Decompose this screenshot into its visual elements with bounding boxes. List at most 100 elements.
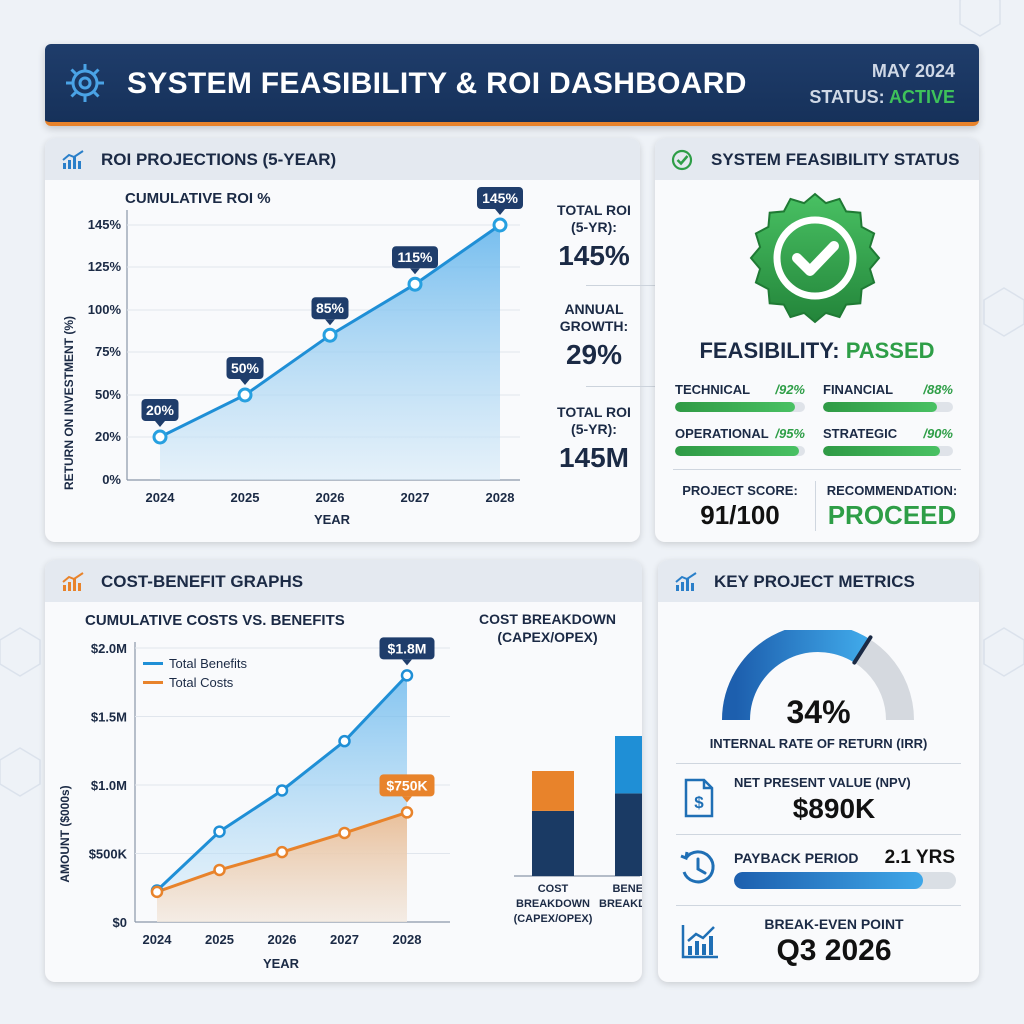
- roi-data-label: 145%: [482, 190, 518, 206]
- cb-x-tick-label: 2025: [205, 932, 234, 947]
- roi-x-tick-label: 2026: [316, 490, 345, 505]
- total-roi-label: TOTAL ROI (5-YR):: [557, 202, 631, 235]
- roi-y-tick-label: 0%: [102, 472, 121, 487]
- roi-data-label: 50%: [231, 360, 260, 376]
- roi-data-point: [407, 276, 423, 292]
- feasibility-panel-title: SYSTEM FEASIBILITY STATUS: [711, 150, 960, 169]
- divider: [815, 481, 816, 531]
- check-circle-icon: [671, 149, 693, 171]
- breakdown-category-label: BREAKDOWN: [599, 898, 642, 910]
- divider: [676, 763, 961, 764]
- costs-data-point: [150, 885, 164, 899]
- irr-value: 34%: [786, 694, 851, 730]
- roi-data-label-pointer: [410, 268, 420, 275]
- cb-x-tick-label: 2028: [393, 932, 422, 947]
- costs-end-label: $750K: [386, 777, 427, 793]
- benefits-end-label-pointer: [402, 659, 412, 666]
- roi-y-axis-label: RETURN ON INVESTMENT (%): [62, 316, 76, 490]
- project-score-label: PROJECT SCORE:: [682, 483, 798, 498]
- meter-label: FINANCIAL: [823, 382, 894, 397]
- stat-divider: [586, 386, 664, 387]
- costs-data-point: [400, 806, 414, 819]
- roi-data-label-bg: [141, 399, 179, 421]
- svg-text:$: $: [694, 793, 704, 812]
- feasibility-passed: PASSED: [845, 338, 935, 363]
- roi-data-point: [237, 387, 253, 403]
- cb-legend: Total Benefits Total Costs: [143, 656, 247, 694]
- breakdown-chart-title: COST BREAKDOWN (CAPEX/OPEX): [479, 611, 616, 645]
- document-dollar-icon: $: [684, 778, 714, 818]
- roi-panel-title: ROI PROJECTIONS (5-YEAR): [101, 150, 337, 169]
- cost-benefit-panel: COST-BENEFIT GRAPHS CUMULATIVE COSTS VS.…: [45, 560, 642, 982]
- meter-operational: OPERATIONAL/95%: [675, 426, 805, 456]
- feasibility-status-panel: SYSTEM FEASIBILITY STATUS FEASIBILITY: P…: [655, 138, 979, 542]
- breakdown-category-label: BENEFIT: [612, 883, 642, 895]
- feasibility-result: FEASIBILITY: PASSED: [655, 338, 979, 364]
- cost-benefit-line-chart: AMOUNT ($000s) YEAR $0 $500K $1.0M $1.5M $2.…: [58, 637, 450, 971]
- annual-growth-label: ANNUAL GROWTH:: [559, 301, 629, 334]
- costs-end-label-pointer: [402, 796, 412, 803]
- payback-bar-fill: [734, 872, 923, 889]
- total-roi-amount-value: 145M: [558, 442, 630, 473]
- roi-data-point: [152, 429, 168, 445]
- meter-fill: [675, 402, 795, 412]
- benefits-data-point: [213, 825, 226, 838]
- meter-track: [823, 446, 953, 456]
- costs-data-point: [338, 826, 351, 840]
- roi-data-label: 85%: [316, 300, 345, 316]
- key-metrics-panel-title: KEY PROJECT METRICS: [714, 572, 915, 591]
- stat-divider: [586, 285, 664, 286]
- gear-icon: [66, 64, 104, 102]
- divider: [676, 905, 961, 906]
- costs-end-label-bg: [379, 774, 435, 797]
- roi-x-tick-label: 2024: [146, 490, 176, 505]
- roi-data-point: [322, 327, 338, 343]
- benefits-data-point: [338, 734, 351, 748]
- roi-y-tick-label: 20%: [95, 429, 121, 444]
- cb-y-tick-label: $1.5M: [91, 710, 127, 725]
- cost-breakdown-bar-chart: COST BREAKDOWN (CAPEX/OPEX) BENEFIT BREAKDOW…: [514, 736, 642, 925]
- meter-percent: /95%: [775, 426, 805, 441]
- line-chart-icon: [62, 150, 84, 169]
- breakeven-label: BREAK-EVEN POINT: [764, 916, 904, 932]
- total-roi-stat: TOTAL ROI (5-YR): 145%: [535, 202, 653, 272]
- divider: [673, 469, 961, 470]
- gauge-fill: [722, 630, 870, 721]
- key-metrics-panel: KEY PROJECT METRICS 34% INTERNAL RATE OF…: [658, 560, 979, 982]
- cb-y-axis-label: AMOUNT ($000s): [58, 785, 72, 882]
- status-line: STATUS: ACTIVE: [809, 87, 955, 108]
- total-roi-amount-stat: TOTAL ROI (5-YR): 145M: [535, 404, 653, 474]
- roi-data-label-bg: [226, 357, 264, 379]
- recommendation-value: PROCEED: [827, 500, 957, 530]
- cb-y-tick-label: $1.0M: [91, 778, 127, 793]
- payback-value: 2.1 YRS: [884, 847, 955, 868]
- passed-seal-icon: [749, 192, 881, 324]
- line-chart-icon: [675, 572, 697, 591]
- irr-gauge: [722, 630, 914, 721]
- status-badge: ACTIVE: [888, 87, 955, 107]
- payback-label: PAYBACK PERIOD: [734, 850, 859, 866]
- roi-x-tick-label: 2025: [231, 490, 260, 505]
- report-date: MAY 2024: [871, 61, 955, 81]
- key-metrics-panel-header: KEY PROJECT METRICS: [658, 560, 979, 602]
- meter-technical: TECHNICAL/92%: [675, 382, 805, 412]
- meter-fill: [823, 402, 938, 412]
- meter-track: [823, 402, 953, 412]
- legend-item-benefits: Total Benefits: [143, 656, 247, 671]
- dashboard-header: SYSTEM FEASIBILITY & ROI DASHBOARD MAY 2…: [45, 44, 979, 126]
- meter-label: STRATEGIC: [823, 426, 898, 441]
- feasibility-label: FEASIBILITY:: [699, 338, 846, 363]
- meter-fill: [675, 446, 799, 456]
- meter-percent: /92%: [775, 382, 805, 397]
- roi-y-tick-label: 145%: [88, 217, 122, 232]
- cb-x-tick-label: 2026: [268, 932, 297, 947]
- benefits-data-point: [275, 784, 289, 797]
- npv-value: $890K: [792, 793, 876, 824]
- irr-label: INTERNAL RATE OF RETURN (IRR): [709, 736, 928, 751]
- roi-y-tick-label: 75%: [95, 344, 121, 359]
- roi-data-label-pointer: [495, 209, 505, 215]
- feasibility-panel-header: SYSTEM FEASIBILITY STATUS: [655, 138, 979, 180]
- roi-data-label: 115%: [397, 249, 433, 265]
- legend-label: Total Benefits: [169, 656, 248, 671]
